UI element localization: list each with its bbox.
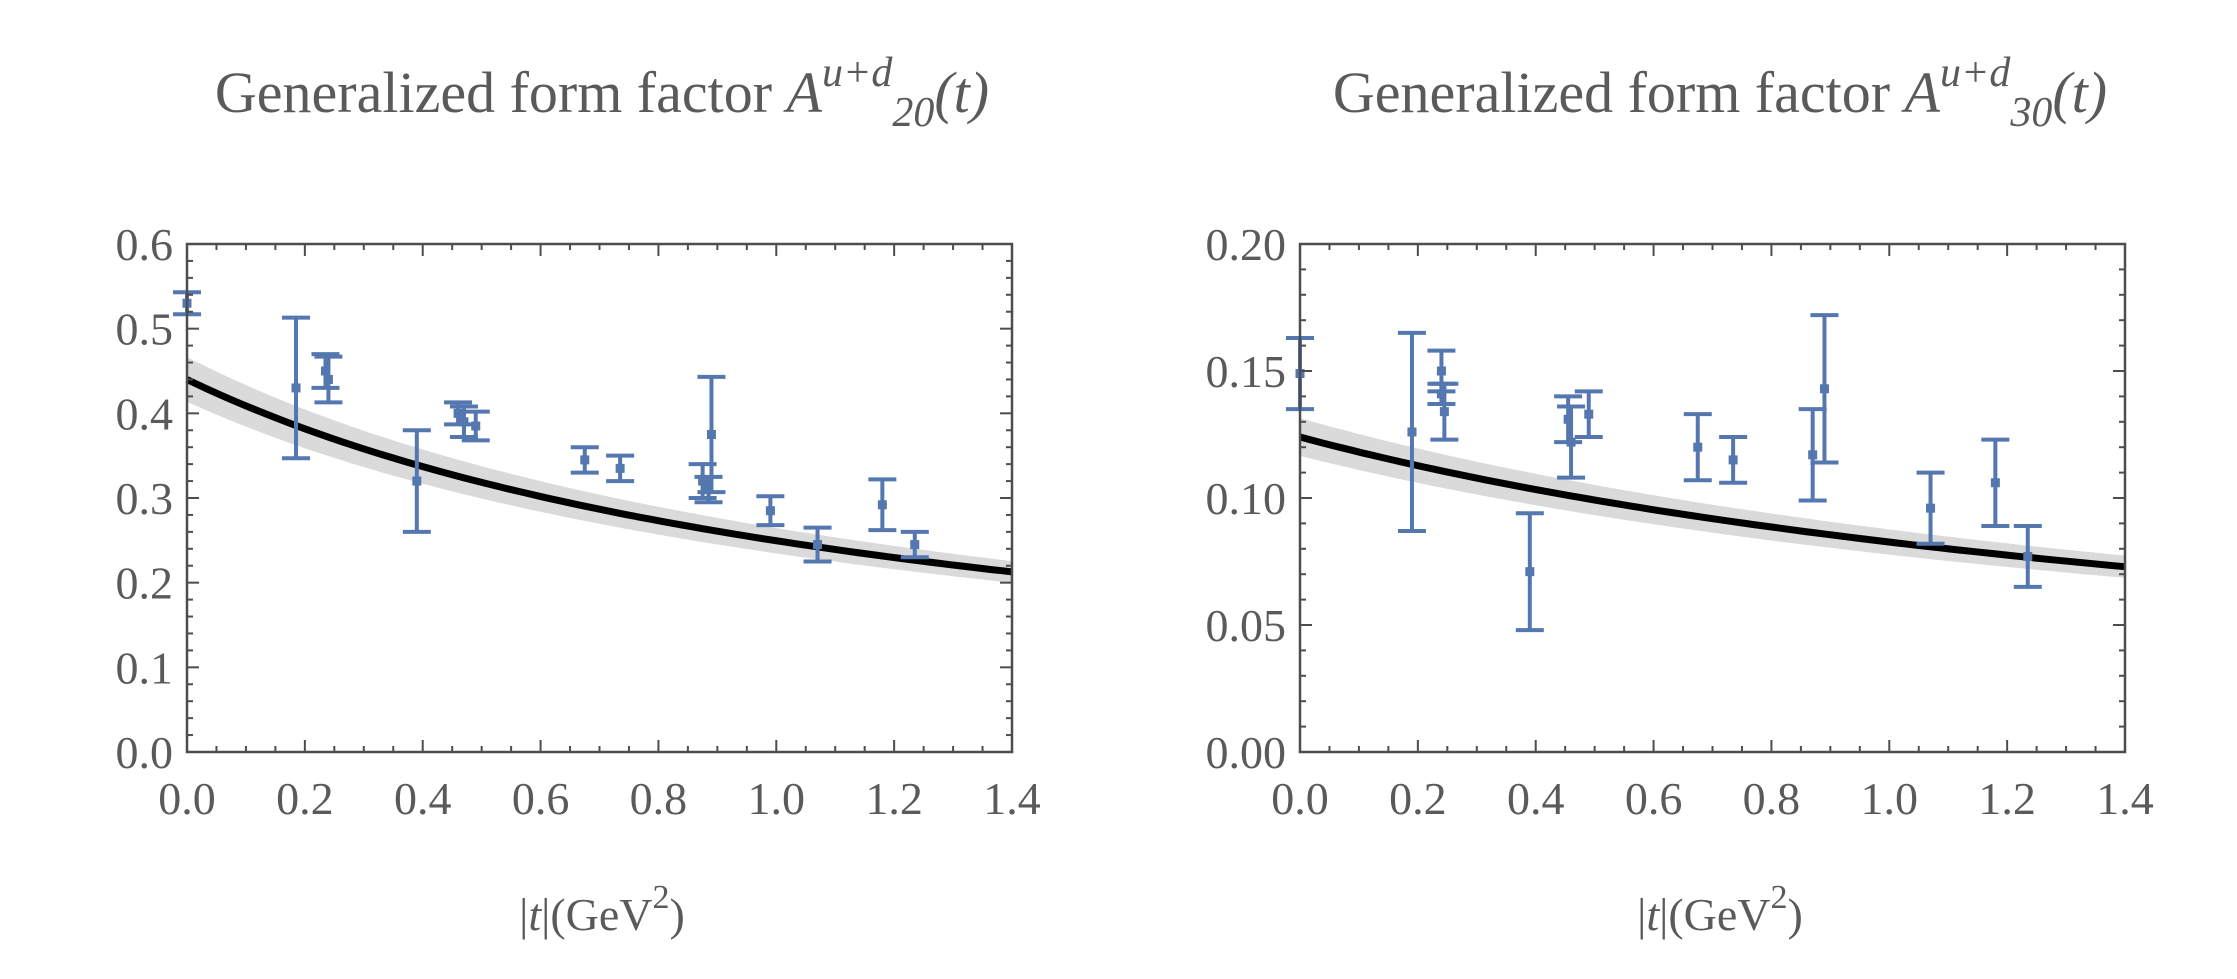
x-tick-label-1: 0.2 <box>1389 773 1447 824</box>
data-point-2 <box>1436 366 1446 376</box>
x-tick-label-2: 0.4 <box>1507 773 1565 824</box>
x-tick-label-7: 1.4 <box>983 773 1041 824</box>
panel-a30: Generalized form factor Au+d30(t) 0.0 0.2… <box>1206 50 2154 940</box>
data-point-6 <box>1563 414 1573 424</box>
x-tick-label-5: 1.0 <box>1861 773 1919 824</box>
data-point-3 <box>323 374 333 384</box>
data-point-15 <box>2023 551 2033 561</box>
y-tick-label-3: 0.3 <box>116 473 174 524</box>
x-tick-label-4: 0.8 <box>1743 773 1801 824</box>
data-point-13 <box>765 506 775 516</box>
data-point-12 <box>704 485 714 495</box>
data-point-7 <box>471 421 481 431</box>
plot-frame <box>1298 242 2127 754</box>
plot-area-a20: 0.0 0.2 0.4 0.6 0.8 1.0 1.2 1.4 0.0 0.1 0.2 0.3 0.4 0… <box>116 219 1041 824</box>
y-tick-label-4: 0.4 <box>116 388 174 439</box>
data-point-1 <box>291 383 301 393</box>
data-point-8 <box>1584 409 1594 419</box>
data-point-5 <box>453 408 463 418</box>
data-point-3 <box>1436 389 1446 399</box>
y-tick-label-1: 0.05 <box>1206 600 1287 651</box>
data-point-15 <box>877 500 887 510</box>
x-tick-label-4: 0.8 <box>630 773 688 824</box>
data-point-13 <box>1926 503 1936 513</box>
data-point-14 <box>813 540 823 550</box>
x-axis-label-a20: |t|(GeV2) <box>519 879 685 940</box>
data-point-10 <box>1728 455 1738 465</box>
x-tick-label-0: 0.0 <box>1271 773 1329 824</box>
data-point-1 <box>1407 427 1417 437</box>
y-tick-label-5: 0.5 <box>116 304 174 355</box>
data-point-7 <box>1566 437 1576 447</box>
x-tick-label-6: 1.2 <box>1978 773 2036 824</box>
y-tick-label-4: 0.20 <box>1206 219 1287 270</box>
x-axis-label-a30: |t|(GeV2) <box>1637 879 1803 940</box>
data-point-4 <box>1439 407 1449 417</box>
data-point-9 <box>615 463 625 473</box>
x-tick-label-3: 0.6 <box>1625 773 1683 824</box>
data-point-11 <box>706 430 716 439</box>
y-tick-label-3: 0.15 <box>1206 346 1287 397</box>
fit-error-band <box>1300 418 2125 578</box>
fit-error-band <box>187 357 1012 583</box>
y-tick-label-2: 0.10 <box>1206 473 1287 524</box>
x-tick-label-0: 0.0 <box>158 773 216 824</box>
fit-curve <box>185 376 1013 576</box>
data-point-12 <box>1819 384 1829 394</box>
data-point-10 <box>698 476 708 486</box>
x-tick-label-5: 1.0 <box>748 773 806 824</box>
x-tick-label-3: 0.6 <box>512 773 570 824</box>
x-tick-label-7: 1.4 <box>2096 773 2154 824</box>
chart-title-a30: Generalized form factor Au+d30(t) <box>1333 50 2107 136</box>
plot-area-a30: 0.0 0.2 0.4 0.6 0.8 1.0 1.2 1.4 0.00 0.05 0.10 0.15… <box>1206 219 2154 824</box>
y-tick-label-6: 0.6 <box>116 219 174 270</box>
chart-title-a20: Generalized form factor Au+d20(t) <box>215 50 989 136</box>
y-tick-label-0: 0.0 <box>116 727 174 778</box>
data-point-6 <box>459 417 469 427</box>
data-point-5 <box>1525 567 1535 577</box>
fit-curve <box>1299 433 2126 571</box>
data-point-4 <box>412 476 422 486</box>
x-tick-label-6: 1.2 <box>865 773 923 824</box>
data-point-14 <box>1990 478 2000 488</box>
y-tick-label-2: 0.2 <box>116 558 174 609</box>
data-point-16 <box>910 540 920 550</box>
data-point-2 <box>320 366 330 376</box>
data-point-9 <box>1693 442 1703 452</box>
data-point-11 <box>1808 450 1818 460</box>
panel-a20: Generalized form factor Au+d20(t) 0.0 0.2… <box>116 50 1041 940</box>
x-tick-label-2: 0.4 <box>394 773 452 824</box>
data-point-8 <box>580 455 590 465</box>
y-tick-label-1: 0.1 <box>116 642 174 693</box>
y-tick-label-0: 0.00 <box>1206 727 1287 778</box>
x-tick-label-1: 0.2 <box>276 773 334 824</box>
